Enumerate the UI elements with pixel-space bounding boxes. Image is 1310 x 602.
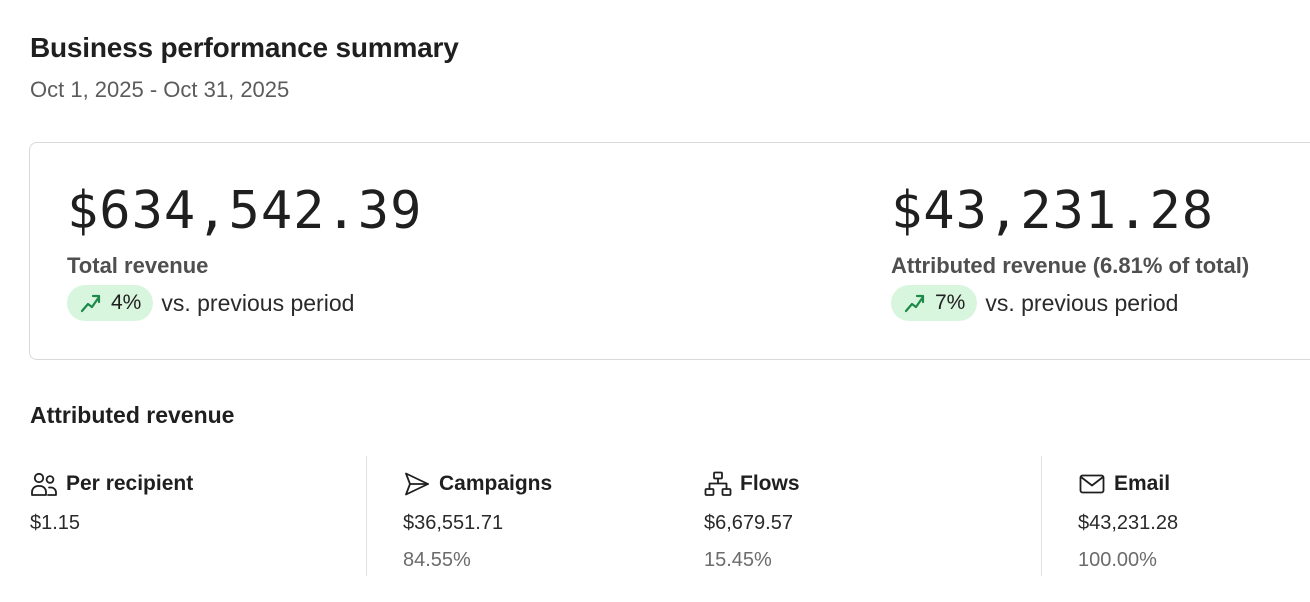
- attributed-revenue-stats: Per recipient $1.15 Campaigns $36,551.71…: [0, 456, 1310, 576]
- stat-campaigns: Campaigns $36,551.71 84.55%: [403, 470, 552, 572]
- stat-email-header: Email: [1078, 470, 1178, 498]
- stat-flows-label: Flows: [740, 472, 800, 495]
- stat-campaigns-header: Campaigns: [403, 470, 552, 498]
- total-revenue-change-text: vs. previous period: [161, 289, 355, 316]
- stat-campaigns-percent: 84.55%: [403, 549, 471, 571]
- attributed-revenue-section-title: Attributed revenue: [30, 402, 235, 428]
- total-revenue-change-value: 4%: [111, 291, 142, 314]
- attributed-revenue-value: $43,231.28: [891, 181, 1215, 241]
- stat-per-recipient: Per recipient $1.15: [30, 470, 193, 535]
- stat-email-value: $43,231.28: [1078, 512, 1179, 534]
- stats-divider: [1041, 456, 1042, 576]
- stat-flows-percent: 15.45%: [704, 549, 772, 571]
- attributed-revenue-change-text: vs. previous period: [985, 289, 1179, 316]
- attributed-revenue-change-badge: 7%: [891, 285, 978, 321]
- stats-divider: [366, 456, 367, 576]
- attributed-revenue-change-value: 7%: [935, 291, 966, 314]
- total-revenue-change-row: 4% vs. previous period: [67, 285, 422, 321]
- total-revenue-value: $634,542.39: [67, 181, 423, 241]
- mail-icon: [1079, 474, 1105, 494]
- trend-up-icon: [80, 294, 101, 313]
- stat-per-recipient-value: $1.15: [30, 512, 81, 534]
- page-header: Business performance summary Oct 1, 2025…: [30, 32, 459, 103]
- trend-up-icon: [904, 294, 925, 313]
- revenue-summary-card: $634,542.39 Total revenue 4% vs. previou…: [29, 142, 1310, 360]
- stat-email: Email $43,231.28 100.00%: [1078, 470, 1178, 572]
- attributed-revenue-metric: $43,231.28 Attributed revenue (6.81% of …: [891, 181, 1249, 321]
- stat-flows: Flows $6,679.57 15.45%: [704, 470, 800, 572]
- date-range: Oct 1, 2025 - Oct 31, 2025: [30, 77, 290, 102]
- stat-campaigns-value: $36,551.71: [403, 512, 504, 534]
- attributed-revenue-change-row: 7% vs. previous period: [891, 285, 1249, 321]
- attributed-revenue-label: Attributed revenue (6.81% of total): [891, 253, 1250, 278]
- stat-flows-value: $6,679.57: [704, 512, 793, 534]
- page-title: Business performance summary: [30, 32, 459, 63]
- stat-email-percent: 100.00%: [1078, 549, 1157, 571]
- total-revenue-metric: $634,542.39 Total revenue 4% vs. previou…: [67, 181, 422, 321]
- stat-per-recipient-header: Per recipient: [30, 470, 193, 498]
- stat-email-label: Email: [1114, 472, 1171, 495]
- stat-campaigns-label: Campaigns: [439, 472, 553, 495]
- total-revenue-label: Total revenue: [67, 253, 209, 278]
- total-revenue-change-badge: 4%: [67, 285, 154, 321]
- flow-icon: [704, 471, 732, 496]
- send-icon: [405, 472, 429, 496]
- users-icon: [31, 472, 57, 496]
- stat-per-recipient-label: Per recipient: [66, 472, 194, 495]
- stat-flows-header: Flows: [704, 470, 800, 498]
